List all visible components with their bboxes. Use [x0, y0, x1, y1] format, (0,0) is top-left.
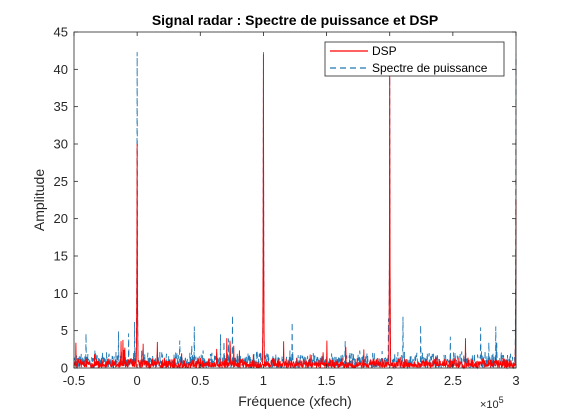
- x-axis-label: Fréquence (xfech): [238, 393, 352, 409]
- x-tick-label: 1: [260, 373, 267, 388]
- x-tick-label: 1.5: [318, 373, 336, 388]
- x-tick-label: 0: [134, 373, 141, 388]
- legend-label-dsp: DSP: [372, 44, 397, 58]
- y-axis-label: Amplitude: [31, 169, 47, 231]
- y-tick-label: 5: [61, 323, 68, 338]
- x-tick-label: 0.5: [191, 373, 209, 388]
- x-tick-label: 2: [386, 373, 393, 388]
- x-axis-exponent-power: 5: [499, 395, 504, 405]
- y-tick-label: 10: [54, 286, 68, 301]
- y-tick-label: 35: [54, 99, 68, 114]
- y-tick-label: 30: [54, 137, 68, 152]
- y-tick-label: 40: [54, 62, 68, 77]
- y-tick-label: 0: [61, 361, 68, 376]
- chart-title: Signal radar : Spectre de puissance et D…: [152, 12, 438, 28]
- y-tick-label: 20: [54, 211, 68, 226]
- legend-box: [324, 41, 505, 77]
- y-tick-label: 15: [54, 249, 68, 264]
- y-tick-label: 45: [54, 25, 68, 40]
- x-tick-label: 2.5: [444, 373, 462, 388]
- plot-area-frame: [73, 31, 517, 369]
- y-axis: 0 5 10 15 20 25 30 35 40 45: [54, 25, 516, 376]
- x-axis: -0.5 0 0.5 1 1.5 2 2.5 3: [63, 32, 520, 388]
- x-axis-exponent-base: ×10: [480, 399, 499, 411]
- y-tick-label: 25: [54, 174, 68, 189]
- legend-label-spectre: Spectre de puissance: [372, 61, 488, 75]
- x-tick-label: 3: [512, 373, 519, 388]
- x-tick-label: -0.5: [63, 373, 85, 388]
- legend: DSP Spectre de puissance: [324, 41, 505, 77]
- x-axis-exponent: ×105: [480, 395, 504, 411]
